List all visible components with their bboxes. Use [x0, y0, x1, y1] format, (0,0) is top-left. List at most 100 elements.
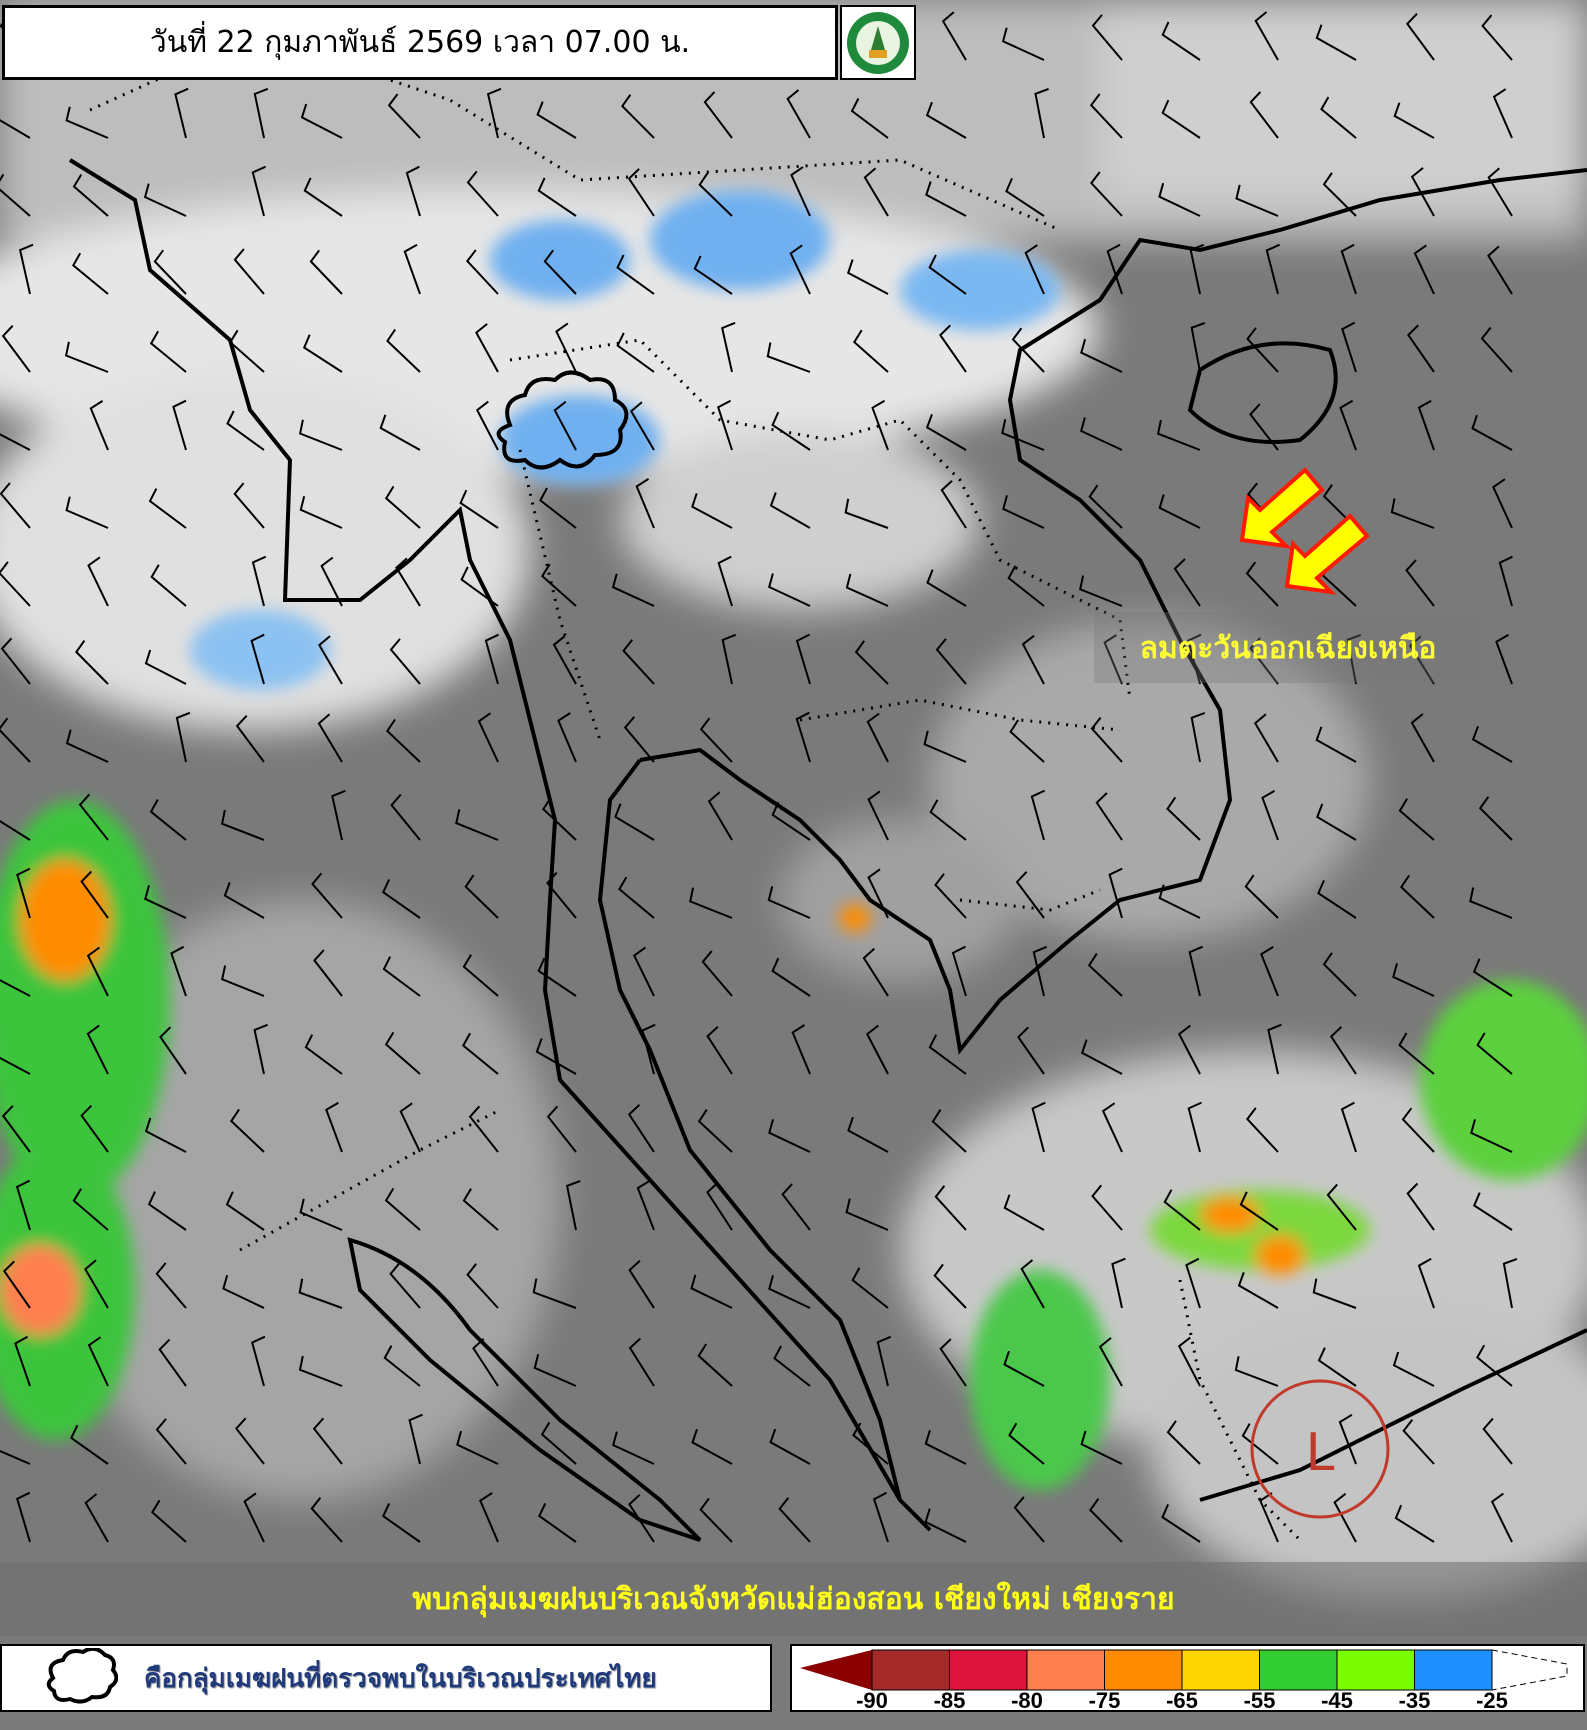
- wind-barb-icon: [699, 717, 733, 763]
- wind-barb-icon: [1, 1105, 31, 1153]
- wind-barb-icon: [1478, 796, 1513, 841]
- wind-label-background: [1094, 612, 1482, 683]
- wind-barb-icon: [1476, 1344, 1513, 1387]
- wind-barb-icon: [866, 712, 889, 763]
- wind-barb-icon: [251, 165, 267, 217]
- wind-barb-icon: [1259, 1492, 1279, 1543]
- wind-barb-icon: [309, 249, 343, 295]
- wind-barb-icon: [934, 873, 967, 919]
- wind-barb-icon: [311, 872, 343, 919]
- wind-barb-icon: [2, 1260, 31, 1309]
- wind-barb-icon: [1249, 403, 1279, 451]
- wind-barb-icon: [697, 1343, 733, 1387]
- wind-barb-icon: [78, 793, 109, 841]
- wind-barb-icon: [1108, 867, 1123, 919]
- wind-barb-icon: [850, 98, 889, 139]
- wind-barb-icon: [1015, 871, 1045, 919]
- wind-barb-icon: [175, 711, 191, 763]
- wind-barb-icon: [1007, 565, 1045, 607]
- wind-barb-icon: [1471, 725, 1513, 763]
- wind-barb-icon: [691, 493, 733, 529]
- wind-barb-icon: [0, 173, 31, 217]
- wind-barb-icon: [1187, 1101, 1202, 1153]
- wind-barb-icon: [1326, 1183, 1357, 1231]
- low-pressure-label: L: [1306, 1423, 1335, 1483]
- wind-barb-icon: [87, 1336, 109, 1387]
- wind-barb-icon: [925, 101, 967, 139]
- wind-barb-icon: [862, 947, 889, 997]
- wind-barb-icon: [484, 633, 499, 685]
- wind-barb-icon: [405, 165, 421, 217]
- wind-barb-icon: [1091, 14, 1123, 61]
- wind-barb-icon: [1254, 11, 1279, 61]
- wind-barb-icon: [149, 330, 187, 373]
- wind-barb-icon: [925, 181, 967, 217]
- wind-barb-icon: [16, 867, 31, 919]
- wind-barb-icon: [940, 479, 967, 529]
- wind-barb-icon: [1166, 796, 1201, 841]
- wind-barb-icon: [542, 796, 577, 841]
- wind-barb-icon: [1111, 1257, 1126, 1309]
- wind-barb-icon: [941, 11, 967, 61]
- wind-barb-icon: [1089, 93, 1123, 139]
- wind-barb-icon: [628, 1259, 655, 1309]
- wind-barb-icon: [1190, 711, 1206, 763]
- wind-barb-icon: [1476, 1032, 1513, 1075]
- wind-barb-icon: [616, 254, 655, 295]
- wind-barb-icon: [1322, 172, 1357, 217]
- wind-barb-icon: [15, 1179, 31, 1231]
- wind-barb-icon: [1246, 327, 1279, 373]
- wind-barb-icon: [771, 957, 811, 997]
- wind-barb-icon: [299, 1198, 343, 1231]
- wind-barb-icon: [225, 1191, 265, 1231]
- wind-barb-icon: [386, 328, 421, 373]
- wind-barb-icon: [233, 248, 265, 295]
- wind-barb-icon: [1398, 1032, 1435, 1075]
- scale-tick-label: -85: [934, 1688, 966, 1710]
- wind-barb-icon: [459, 489, 499, 529]
- wind-barb-icon: [620, 94, 655, 139]
- wind-barb-icon: [1267, 1023, 1282, 1075]
- wind-barb-icon: [253, 87, 269, 139]
- wind-barb-icon: [149, 799, 187, 841]
- wind-barb-icon: [1185, 1257, 1201, 1309]
- wind-barb-icon: [1156, 419, 1201, 451]
- wind-barb-icon: [144, 1117, 187, 1153]
- wind-barb-icon: [538, 1502, 577, 1543]
- wind-barb-icon: [174, 87, 189, 139]
- wind-barb-icon: [536, 101, 577, 139]
- wind-barb-icon: [1020, 1259, 1045, 1309]
- wind-barb-icon: [226, 410, 265, 451]
- scale-tick-label: -55: [1244, 1688, 1276, 1710]
- wind-barb-icon: [847, 1116, 889, 1153]
- wind-barb-icon: [16, 1491, 31, 1543]
- wind-barb-icon: [926, 569, 967, 607]
- summary-banner: พบกลุ่มเมฆฝนบริเวณจังหวัดแม่ฮ่องสอน เชีย…: [0, 1562, 1587, 1636]
- wind-barb-icon: [716, 399, 733, 451]
- wind-barb-icon: [1249, 91, 1279, 139]
- wind-barb-icon: [325, 1101, 343, 1153]
- wind-barb-icon: [1163, 1189, 1201, 1231]
- wind-barb-icon: [381, 1502, 421, 1543]
- wind-barbs: [0, 9, 1518, 1543]
- wind-barb-icon: [699, 1497, 733, 1543]
- scale-tick-label: -90: [856, 1688, 888, 1710]
- wind-barb-icon: [65, 729, 109, 763]
- wind-barb-icon: [72, 173, 109, 217]
- wind-barb-icon: [317, 713, 343, 763]
- wind-barb-icon: [0, 119, 31, 139]
- wind-arrow-icon: [1239, 467, 1325, 549]
- cloud-symbol-description: คือกลุ่มเมฆฝนที่ตรวจพบในบริเวณประเทศไทย: [144, 1663, 657, 1694]
- scale-swatch: [949, 1649, 1028, 1691]
- wind-barb-icon: [1408, 635, 1435, 685]
- wind-barb-icon: [403, 243, 421, 295]
- wind-barb-icon: [0, 1056, 31, 1075]
- wind-barb-icon: [460, 566, 499, 607]
- wind-barb-icon: [1095, 792, 1123, 841]
- borders: [89, 58, 1302, 1542]
- rain-cloud-icon: [46, 1648, 118, 1704]
- wind-barb-icon: [80, 1104, 109, 1153]
- wind-barb-icon: [475, 400, 499, 451]
- wind-barb-icon: [1001, 27, 1045, 61]
